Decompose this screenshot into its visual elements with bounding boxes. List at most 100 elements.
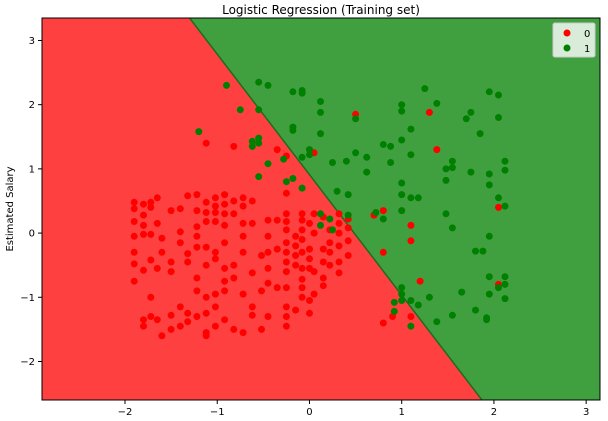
data-point-class-0: [306, 245, 313, 253]
data-point-class-1: [363, 153, 371, 161]
data-point-class-1: [223, 81, 230, 89]
data-point-class-0: [425, 108, 433, 116]
data-point-class-0: [153, 219, 161, 227]
legend-marker-0: [563, 29, 571, 37]
data-point-class-0: [158, 248, 166, 256]
data-point-class-1: [398, 207, 406, 215]
data-point-class-0: [167, 207, 175, 215]
data-point-class-0: [193, 287, 201, 295]
data-point-class-0: [248, 269, 256, 277]
data-point-class-1: [289, 126, 297, 134]
data-point-class-1: [398, 101, 406, 109]
data-point-class-0: [335, 242, 343, 250]
data-point-class-0: [344, 237, 352, 245]
y-tick-label: −2: [20, 357, 35, 368]
data-point-class-1: [248, 137, 256, 145]
data-point-class-0: [221, 221, 229, 229]
data-point-class-0: [184, 192, 192, 200]
data-point-class-0: [153, 264, 161, 272]
data-point-class-1: [407, 194, 415, 202]
data-point-class-0: [211, 303, 219, 311]
data-point-class-0: [130, 260, 138, 268]
data-point-class-0: [211, 290, 219, 298]
legend-label-1: 1: [584, 44, 590, 55]
data-point-class-0: [184, 309, 192, 317]
data-point-class-1: [448, 164, 456, 172]
chart-title: Logistic Regression (Training set): [222, 3, 420, 17]
data-point-class-0: [298, 216, 306, 224]
data-point-class-0: [319, 245, 327, 253]
data-point-class-1: [433, 99, 441, 107]
data-point-class-0: [147, 313, 155, 320]
points-layer: [130, 78, 509, 340]
data-point-class-1: [344, 191, 352, 199]
data-point-class-0: [140, 211, 147, 219]
data-point-class-0: [184, 258, 192, 266]
data-point-class-0: [344, 224, 352, 232]
data-point-class-1: [317, 221, 324, 229]
data-point-class-0: [147, 293, 155, 301]
data-point-class-0: [273, 146, 281, 154]
data-point-class-0: [239, 248, 247, 256]
data-point-class-0: [193, 207, 201, 215]
data-point-class-0: [248, 311, 256, 319]
data-point-class-1: [255, 173, 263, 181]
decision-region-class-1: [189, 18, 600, 400]
data-point-class-0: [221, 277, 229, 285]
data-point-class-0: [130, 218, 138, 225]
data-point-class-0: [202, 218, 210, 225]
data-point-class-0: [147, 198, 155, 206]
data-point-class-1: [372, 209, 380, 216]
data-point-class-0: [433, 146, 441, 154]
data-point-class-0: [221, 210, 229, 218]
data-point-class-0: [239, 219, 247, 227]
legend: 0 1: [552, 22, 596, 58]
data-point-class-1: [306, 146, 313, 154]
data-point-class-0: [239, 290, 247, 298]
data-point-class-0: [202, 243, 210, 251]
data-point-class-0: [230, 325, 238, 333]
data-point-class-0: [221, 264, 229, 272]
data-point-class-1: [352, 149, 360, 157]
data-point-class-0: [167, 258, 175, 266]
data-point-class-0: [211, 194, 219, 202]
data-point-class-0: [306, 309, 313, 317]
data-point-class-1: [485, 232, 493, 240]
data-point-class-0: [147, 256, 155, 264]
data-point-class-0: [167, 311, 175, 319]
y-tick-label: 1: [29, 164, 35, 175]
data-point-class-0: [248, 219, 256, 227]
data-point-class-1: [414, 194, 422, 202]
data-point-class-1: [442, 210, 450, 218]
y-tick-label: 3: [29, 36, 35, 47]
data-point-class-1: [495, 91, 502, 99]
data-point-class-1: [467, 168, 475, 176]
data-point-class-1: [289, 88, 297, 96]
data-point-class-1: [329, 159, 336, 166]
data-point-class-0: [298, 275, 306, 283]
data-point-class-0: [292, 261, 300, 269]
data-point-class-1: [264, 81, 272, 89]
data-point-class-1: [433, 318, 441, 326]
data-point-class-1: [398, 284, 406, 292]
data-point-class-0: [335, 229, 343, 237]
data-point-class-1: [485, 290, 493, 298]
data-point-class-1: [442, 176, 450, 184]
data-point-class-1: [398, 297, 406, 304]
x-axis: −2 −1 0 1 2 3: [118, 400, 589, 418]
data-point-class-1: [306, 151, 313, 159]
data-point-class-1: [282, 178, 290, 186]
data-point-class-0: [495, 203, 502, 211]
data-point-class-0: [176, 205, 184, 213]
y-tick-label: −1: [20, 293, 35, 304]
data-point-class-1: [379, 215, 387, 223]
x-tick-label: 1: [399, 407, 405, 418]
data-point-class-0: [298, 248, 306, 256]
data-point-class-0: [176, 228, 184, 236]
data-point-class-0: [292, 252, 300, 259]
data-point-class-0: [310, 290, 318, 298]
plot-frame: [41, 17, 601, 401]
data-point-class-0: [239, 329, 247, 337]
data-point-class-1: [501, 280, 509, 288]
data-point-class-0: [298, 284, 306, 292]
